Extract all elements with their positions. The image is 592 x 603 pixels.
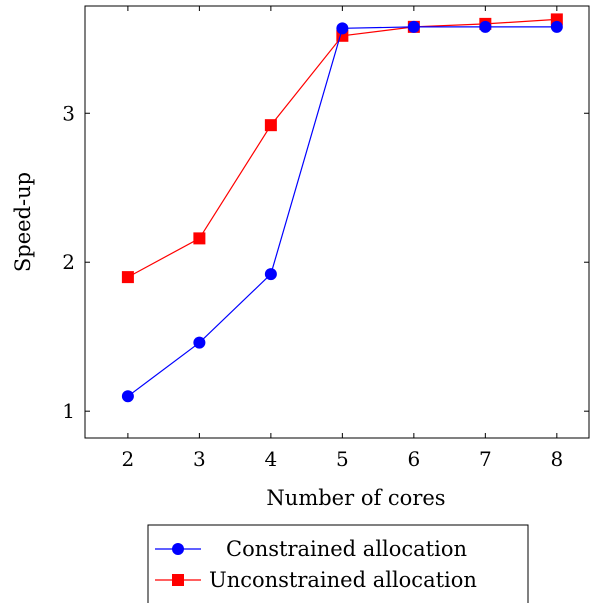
point-1-3 [193, 232, 206, 245]
series-1 [121, 13, 563, 284]
point-0-7 [479, 20, 492, 33]
axis-ticks: 2 3 4 5 6 7 8 1 2 3 [62, 6, 589, 471]
legend-label-unconstrained: Unconstrained allocation [209, 568, 477, 592]
x-tick-label-4: 4 [265, 447, 278, 471]
series-line-1 [127, 18, 557, 278]
y-tick-label-3: 3 [62, 101, 75, 125]
point-0-6 [407, 20, 420, 33]
legend-label-constrained: Constrained allocation [226, 537, 467, 561]
x-tick-label-8: 8 [550, 447, 563, 471]
series-line-0 [127, 26, 557, 397]
point-0-3 [193, 336, 206, 349]
y-tick-label-2: 2 [62, 250, 75, 274]
point-1-2 [121, 271, 134, 284]
legend-box [147, 524, 529, 603]
series-layer [121, 13, 563, 403]
x-tick-label-3: 3 [193, 447, 206, 471]
point-0-4 [264, 268, 277, 281]
legend-marker-constrained [172, 543, 184, 555]
point-1-4 [264, 119, 277, 132]
point-0-5 [336, 22, 349, 35]
x-tick-label-5: 5 [336, 447, 349, 471]
x-tick-label-2: 2 [122, 447, 135, 471]
point-0-2 [121, 390, 134, 403]
x-axis-label: Number of cores [266, 486, 445, 510]
point-0-8 [550, 20, 563, 33]
legend-marker-unconstrained [172, 574, 184, 586]
legend: Constrained allocation Unconstrained all… [147, 524, 529, 603]
x-tick-label-6: 6 [407, 447, 420, 471]
y-tick-label-1: 1 [62, 399, 75, 423]
y-axis-label: Speed-up [11, 172, 35, 272]
series-0 [121, 20, 563, 403]
x-tick-label-7: 7 [479, 447, 492, 471]
plot-frame [84, 5, 590, 439]
